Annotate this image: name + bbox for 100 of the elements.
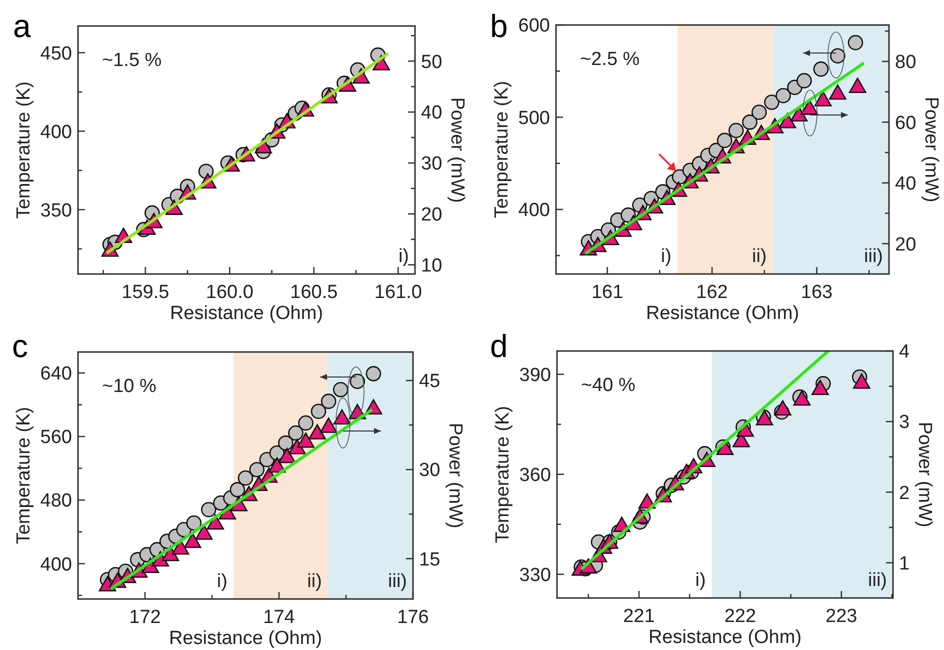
point [278,435,294,451]
point [278,448,296,464]
x-tick-label: 222 [724,606,756,627]
point [350,374,366,390]
point [811,380,829,396]
annotation: ~40 % [581,375,636,396]
x-tick-label: 221 [623,606,655,627]
point [298,415,314,431]
y-axis-title: Temperature (K) [492,406,514,544]
y2-tick-label: 30 [419,460,440,482]
x-axis-title: Resistance (Ohm) [646,303,800,324]
y2-axis-title: Power (mW) [920,96,942,202]
band-label: ii) [307,571,322,592]
y-tick-label: 400 [40,122,72,143]
point [297,432,314,448]
chart-title: b [490,8,508,44]
point [728,122,744,138]
y-tick-label: 350 [40,200,72,222]
point [796,73,812,88]
point [172,539,190,555]
point [774,400,792,416]
point [230,482,246,498]
y2-tick-label: 60 [895,112,916,134]
annotation: i) [695,570,706,591]
y-tick-label: 360 [519,464,551,486]
chart-title: a [13,8,31,44]
y-tick-label: 400 [518,200,550,222]
y2-axis-title: Power (mW) [914,422,935,528]
point [366,366,382,382]
point [238,470,254,486]
y-tick-label: 400 [40,554,72,576]
annotation: ~10 % [102,376,157,397]
annotation: ~2.5 % [580,49,640,70]
y2-tick-label: 4 [899,342,910,363]
x-tick-label: 159.5 [122,282,170,303]
band-label: iii) [388,571,407,592]
x-tick-label: 176 [397,607,429,628]
y2-tick-label: 40 [895,174,916,195]
x-tick-label: 160.0 [206,282,254,303]
x-axis-title: Resistance (Ohm) [168,628,322,649]
y2-tick-label: 1 [899,553,910,574]
point [332,382,348,398]
point [829,84,846,100]
x-tick-label: 161 [591,282,624,303]
annotation: i) [660,246,672,267]
point [320,418,338,433]
y2-tick-label: 20 [895,234,916,256]
chart-title: d [490,328,508,364]
y2-tick-label: 80 [895,52,916,74]
point [852,373,870,389]
y-tick-label: 560 [40,427,72,448]
point [195,524,213,540]
y-axis-title: Temperature (K) [14,81,35,219]
point [184,532,202,548]
y2-axis-title: Power (mW) [444,422,466,528]
y2-tick-label: 3 [899,412,910,434]
x-tick-label: 160.5 [290,282,338,303]
point [776,88,791,104]
point [793,390,811,406]
point [201,502,216,518]
y2-tick-label: 10 [421,255,442,276]
y2-axis-title: Power (mW) [446,97,468,203]
y2-tick-label: 45 [419,371,440,392]
y2-tick-label: 2 [899,482,910,504]
y2-tick-label: 40 [421,102,442,124]
x-tick-label: 162 [696,282,728,303]
chart-title: c [12,328,28,364]
y-axis-title: Temperature (K) [14,406,35,544]
x-axis-title: Resistance (Ohm) [648,627,802,648]
x-tick-label: 172 [129,607,161,628]
band-label: iii) [868,570,887,591]
point [288,425,304,441]
point [308,424,326,440]
y2-tick-label: 50 [421,52,442,73]
point [848,34,864,50]
annotation: i) [398,246,409,267]
point [742,114,758,130]
y-tick-label: 480 [40,490,72,512]
y2-tick-label: 20 [421,204,442,226]
x-tick-label: 161.0 [374,282,422,303]
y-tick-label: 330 [519,564,551,586]
x-tick-label: 223 [826,606,858,627]
y-axis-title: Temperature (K) [492,80,513,218]
annotation: ~1.5 % [102,50,162,71]
point [800,100,818,115]
point [186,515,202,531]
point [764,94,780,110]
point [320,394,336,409]
point [716,132,732,148]
point [333,409,351,425]
x-tick-label: 163 [800,282,833,303]
point [814,91,832,106]
point [310,404,326,419]
band-label: ii) [752,246,767,267]
point [249,462,265,478]
point [752,104,767,120]
point [848,78,866,93]
annotation: i) [216,571,228,592]
point [813,61,829,77]
y2-tick-label: 30 [421,154,442,175]
